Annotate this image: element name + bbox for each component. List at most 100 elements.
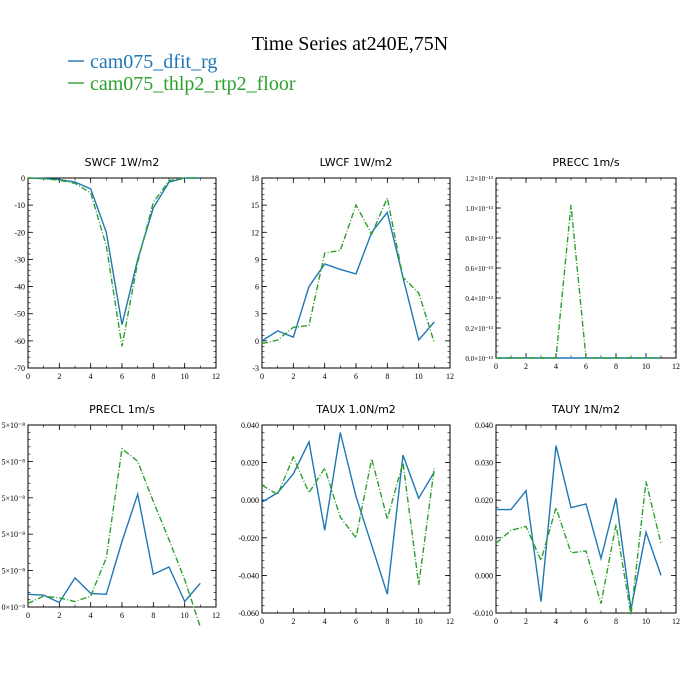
plot-frame [495,177,677,359]
x-tick-label: 8 [385,372,389,381]
x-tick-label: 12 [672,617,680,626]
panel-title: PRECL 1m/s [89,403,155,416]
x-tick-label: 6 [354,617,358,626]
y-tick-label: 12 [251,228,259,237]
x-tick-label: 6 [354,372,358,381]
y-tick-label: -70 [14,364,25,373]
y-tick-label: 0 [255,337,259,346]
x-tick-label: 10 [415,617,423,626]
series-line-2 [27,177,201,347]
x-tick-label: 0 [494,617,498,626]
series-line-2 [496,204,661,359]
panel-1: SWCF 1W/m2 0 2 4 6 8 10 12 -70 -60 -50 -40 -30 -20 -10… [14,156,220,381]
y-tick-label: 18 [251,174,259,183]
plot-frame [27,177,217,369]
x-tick-label: 12 [212,372,220,381]
figure-title: Time Series at240E,75N [252,33,448,55]
series-line-1 [27,491,201,604]
y-tick-label: -20 [14,228,25,237]
y-tick-label: 0.030 [475,459,493,468]
x-tick-label: 0 [260,372,264,381]
y-tick-label: 0.4×10⁻¹³ [465,295,493,303]
panel-3: PRECC 1m/s 0 2 4 6 8 10 12 0.0×10⁻¹³ 0.2×10⁻¹³ 0.4… [465,156,680,371]
y-tick-label: 0.0×10⁻¹³ [465,355,493,363]
y-tick-label: 3 [255,310,259,319]
y-tick-label: 0×10⁻⁸ [1,603,25,612]
panel-title: SWCF 1W/m2 [85,156,160,169]
y-tick-label: 0.2×10⁻¹³ [465,325,493,333]
legend: cam075_dfit_rg cam075_thlp2_rtp2_floor [68,51,296,95]
y-tick-label: 1.0×10⁻¹³ [465,205,493,213]
panel-title: TAUX 1.0N/m2 [315,403,396,416]
panel-5: TAUX 1.0N/m2 0 2 4 6 8 10 12 -0.060 -0.040 -0.020 0… [238,403,454,626]
x-tick-label: 2 [291,617,295,626]
y-tick-label: -0.020 [238,534,259,543]
x-tick-label: 6 [584,362,588,371]
y-tick-label: -3 [252,364,259,373]
x-tick-label: 10 [642,362,650,371]
y-tick-label: 5×10⁻⁸ [1,567,25,576]
y-tick-label: -50 [14,310,25,319]
x-tick-label: 12 [446,617,454,626]
x-tick-label: 10 [181,611,189,620]
series-line-1 [27,177,201,325]
x-tick-label: 6 [120,372,124,381]
y-tick-label: 5×10⁻⁸ [1,421,25,430]
y-tick-label: -60 [14,337,25,346]
y-tick-label: -0.060 [238,609,259,618]
y-tick-label: -0.040 [238,571,259,580]
x-tick-label: 6 [584,617,588,626]
x-tick-label: 2 [524,617,528,626]
x-tick-label: 4 [89,611,93,620]
legend-label-2: cam075_thlp2_rtp2_floor [90,73,296,95]
y-tick-label: 0.020 [475,496,493,505]
y-tick-label: -30 [14,255,25,264]
series-line-1 [261,210,435,342]
y-tick-label: 15 [251,201,259,210]
plot-frame [495,424,677,614]
x-tick-label: 4 [554,617,558,626]
y-tick-label: 0.000 [475,571,493,580]
y-tick-label: 0.010 [475,534,493,543]
series-line-2 [495,481,662,616]
x-tick-label: 2 [57,611,61,620]
y-tick-label: 1.2×10⁻¹³ [465,175,493,183]
x-tick-label: 0 [26,611,30,620]
y-tick-label: 0.020 [241,459,259,468]
x-tick-label: 8 [385,617,389,626]
x-tick-label: 2 [291,372,295,381]
series-line-1 [496,445,662,610]
y-tick-label: 5×10⁻⁸ [1,530,25,539]
x-tick-label: 0 [494,362,498,371]
y-tick-label: 5×10⁻⁸ [1,457,25,466]
x-tick-label: 0 [260,617,264,626]
y-tick-label: 0.8×10⁻¹³ [465,235,493,243]
y-tick-label: 6 [255,283,259,292]
panel-4: PRECL 1m/s 0 2 4 6 8 10 12 0×10⁻⁸ 5×10⁻⁸ 5×10⁻⁸ 5×1… [1,403,220,628]
panel-title: LWCF 1W/m2 [320,156,393,169]
x-tick-label: 4 [323,372,327,381]
x-tick-label: 4 [554,362,558,371]
x-tick-label: 10 [181,372,189,381]
x-tick-label: 10 [642,617,650,626]
x-tick-label: 2 [57,372,61,381]
x-tick-label: 12 [446,372,454,381]
y-tick-label: 0.040 [475,421,493,430]
y-tick-label: 5×10⁻⁸ [1,494,25,503]
y-tick-label: -10 [14,201,25,210]
x-tick-label: 12 [672,362,680,371]
x-tick-label: 6 [120,611,124,620]
panels: SWCF 1W/m20 2 4 6 8 10 12-70-60-50-40-30-20-10… [1,156,680,628]
x-tick-label: 4 [89,372,93,381]
series-line-2 [261,195,435,345]
series-line-2 [27,447,201,628]
x-tick-label: 10 [415,372,423,381]
y-tick-label: -0.010 [472,609,493,618]
y-tick-label: 0.000 [241,496,259,505]
x-tick-label: 8 [151,372,155,381]
panel-6: TAUY 1N/m2 0 2 4 6 8 10 12 -0.010 0.000 0.010 0.020… [472,403,680,626]
x-tick-label: 8 [151,611,155,620]
x-tick-label: 0 [26,372,30,381]
